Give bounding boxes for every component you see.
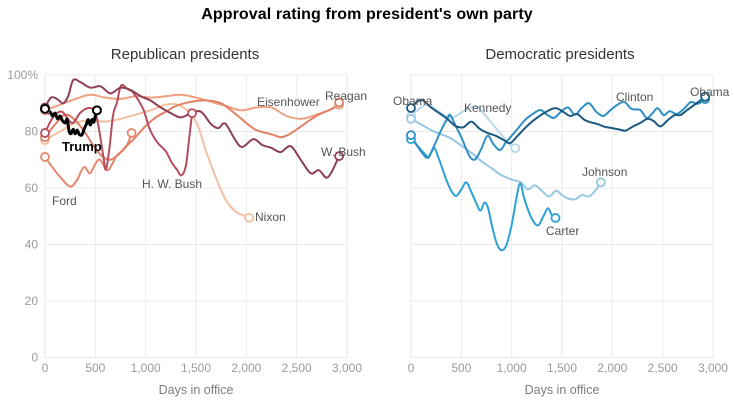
end-circle-nixon <box>244 212 254 223</box>
series-label-carter: Carter <box>546 224 579 238</box>
y-tick-label: 60 <box>25 181 39 195</box>
x-tick-label: 3,000 <box>698 361 728 375</box>
series-label-clinton: Clinton <box>616 90 653 104</box>
series-label-obama: Obama <box>690 85 730 99</box>
line-reagan <box>44 99 341 161</box>
x-tick-label: 2,500 <box>282 361 312 375</box>
end-circle-ford <box>126 128 137 138</box>
series-label-johnson: Johnson <box>582 165 627 179</box>
x-tick-label: 2,000 <box>597 361 627 375</box>
end-circle-h-w-bush <box>187 108 197 119</box>
series-label-obama: Obama <box>393 94 433 108</box>
y-tick-label: 80 <box>25 125 39 139</box>
x-tick-label: 2,000 <box>231 361 261 375</box>
x-tick-label: 0 <box>408 361 415 375</box>
end-circle-w-bush <box>334 151 345 161</box>
line-trump <box>43 107 99 137</box>
x-axis-title: Days in office <box>159 383 234 397</box>
end-circle-kennedy <box>510 143 521 154</box>
y-tick-label: 100% <box>7 68 38 82</box>
x-axis-title: Days in office <box>525 383 600 397</box>
x-tick-label: 500 <box>451 361 471 375</box>
start-circle-clinton <box>406 130 416 141</box>
y-tick-label: 20 <box>25 294 39 308</box>
end-circle-trump <box>91 105 102 116</box>
series-label-nixon: Nixon <box>255 210 286 224</box>
line-w-bush <box>44 78 341 179</box>
end-circle-carter <box>550 213 561 223</box>
y-tick-label: 40 <box>25 238 39 252</box>
series-label-h-w-bush: H. W. Bush <box>142 177 202 191</box>
x-tick-label: 1,500 <box>547 361 577 375</box>
end-circle-obama <box>700 91 711 102</box>
end-circle-reagan <box>334 97 345 108</box>
series-label-eisenhower: Eisenhower <box>257 95 320 109</box>
series-label-w-bush: W. Bush <box>321 145 366 159</box>
x-tick-label: 3,000 <box>332 361 362 375</box>
chart-title: Approval rating from president's own par… <box>201 6 533 23</box>
line-clinton <box>410 98 707 161</box>
series-label-reagan: Reagan <box>325 89 367 103</box>
line-eisenhower <box>44 93 341 120</box>
panel-title-republican: Republican presidents <box>110 46 260 63</box>
series-label-kennedy: Kennedy <box>464 101 511 115</box>
start-circle-ford <box>40 152 50 162</box>
x-tick-label: 500 <box>85 361 105 375</box>
line-obama <box>410 95 707 145</box>
line-johnson <box>410 117 602 201</box>
line-carter <box>410 138 557 252</box>
line-h-w-bush <box>44 83 194 177</box>
x-tick-label: 1,500 <box>181 361 211 375</box>
x-tick-label: 0 <box>42 361 49 375</box>
start-circle-h-w-bush <box>40 128 50 138</box>
x-tick-label: 1,000 <box>497 361 527 375</box>
panel-title-democratic: Democratic presidents <box>485 46 635 63</box>
start-circle-trump <box>40 103 50 114</box>
start-circle-obama <box>406 103 416 113</box>
start-circle-johnson <box>406 113 416 124</box>
series-label-trump: Trump <box>62 139 102 154</box>
series-label-ford: Ford <box>52 194 77 208</box>
x-tick-label: 2,500 <box>648 361 678 375</box>
end-circle-johnson <box>595 177 606 188</box>
x-tick-label: 1,000 <box>131 361 161 375</box>
y-tick-label: 0 <box>31 351 38 365</box>
